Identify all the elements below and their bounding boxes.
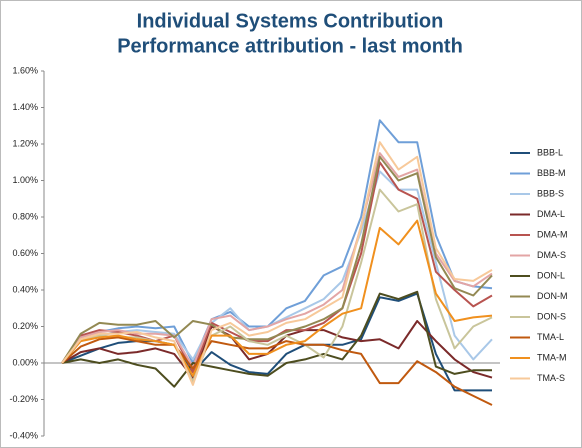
legend-label: DON-M (537, 291, 568, 301)
legend-label: TMA-S (537, 373, 565, 383)
legend-label: TMA-L (537, 332, 564, 342)
legend-label: DMA-L (537, 209, 565, 219)
series-line (61, 336, 493, 406)
legend-label: DMA-M (537, 229, 568, 239)
legend-label: BBB-L (537, 147, 563, 157)
y-tick-label: 0.40% (12, 284, 38, 294)
y-tick-label: 0.60% (12, 248, 38, 258)
legend-label: DMA-S (537, 250, 566, 260)
legend-label: TMA-M (537, 352, 567, 362)
series-line (61, 119, 493, 364)
y-tick-label: 1.20% (12, 138, 38, 148)
chart-subtitle: Performance attribution - last month (117, 35, 463, 57)
y-tick-label: 0.80% (12, 211, 38, 221)
series-line (61, 219, 493, 377)
legend-label: BBB-S (537, 188, 564, 198)
series-line (61, 290, 492, 388)
chart-title: Individual Systems Contribution (137, 10, 444, 32)
legend-label: BBB-M (537, 168, 566, 178)
series-line (61, 188, 493, 383)
legend-label: DON-L (537, 270, 565, 280)
series-line (61, 155, 493, 364)
legend-label: DON-S (537, 311, 566, 321)
y-tick-label: 1.00% (12, 175, 38, 185)
series-line (61, 141, 493, 386)
y-tick-label: 0.20% (12, 321, 38, 331)
y-tick-label: 1.60% (12, 65, 38, 75)
y-tick-label: 0.00% (12, 357, 38, 367)
y-tick-label: -0.40% (9, 430, 38, 440)
y-tick-label: -0.20% (9, 394, 38, 404)
y-tick-label: 1.40% (12, 102, 38, 112)
